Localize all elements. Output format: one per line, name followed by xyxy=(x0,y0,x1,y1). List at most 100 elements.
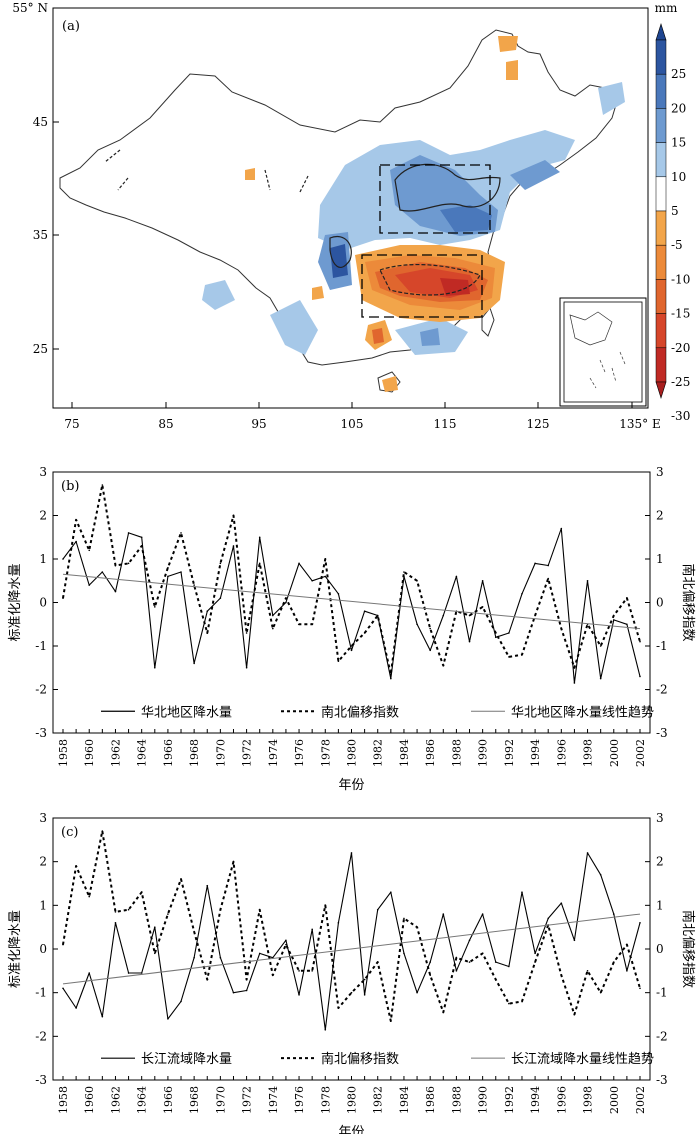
x-tick-label: 2002 xyxy=(634,739,647,767)
y-tick-label: -1 xyxy=(35,986,47,1000)
data-point xyxy=(481,913,484,915)
data-point xyxy=(481,952,484,955)
data-point xyxy=(311,928,313,931)
positive-anomaly-area xyxy=(598,82,625,115)
colorbar-segment xyxy=(655,73,667,109)
data-point xyxy=(573,682,576,684)
data-point xyxy=(232,514,235,517)
data-point xyxy=(442,664,445,667)
x-tick-label: 1982 xyxy=(372,739,385,767)
data-point xyxy=(232,991,235,994)
y2-tick-label: -3 xyxy=(656,1073,668,1087)
data-point xyxy=(206,978,209,981)
data-point xyxy=(455,956,458,959)
data-point xyxy=(468,614,471,617)
y-tick-label: 2 xyxy=(39,855,47,869)
data-point xyxy=(521,1000,523,1003)
data-point xyxy=(167,913,169,915)
x-tick-label: 1988 xyxy=(450,739,463,767)
data-point xyxy=(285,597,287,599)
data-point xyxy=(403,571,405,573)
lon-label: 75 xyxy=(64,417,79,431)
data-point xyxy=(219,956,222,959)
legend-label: 华北地区降水量线性趋势 xyxy=(511,704,654,720)
data-point xyxy=(285,943,287,946)
data-point xyxy=(140,972,143,974)
colorbar-label: 15 xyxy=(671,136,686,150)
data-point xyxy=(180,1000,182,1003)
y2-tick-label: 0 xyxy=(656,942,664,956)
data-point xyxy=(324,575,327,578)
data-point xyxy=(599,645,602,647)
data-point xyxy=(403,917,405,920)
inset-coastline xyxy=(569,311,613,346)
data-point xyxy=(219,597,222,599)
data-point xyxy=(167,1018,169,1020)
x-tick-label: 1988 xyxy=(450,1086,463,1114)
data-point xyxy=(639,675,641,678)
x-tick-label: 1994 xyxy=(529,1086,542,1114)
legend-label: 华北地区降水量 xyxy=(141,705,232,720)
data-point xyxy=(442,614,445,617)
data-point xyxy=(455,575,458,578)
x-tick-label: 1970 xyxy=(214,739,227,767)
data-point xyxy=(442,1011,445,1014)
y2-tick-label: 2 xyxy=(656,509,664,523)
data-point xyxy=(481,579,484,582)
data-point xyxy=(127,908,130,911)
data-point xyxy=(442,913,445,915)
data-point xyxy=(455,970,458,972)
data-point xyxy=(508,656,510,658)
negative-anomaly-area xyxy=(372,328,384,344)
data-point xyxy=(62,943,64,946)
inset-dashes xyxy=(589,351,626,389)
data-point xyxy=(298,623,300,626)
legend-label: 长江流域降水量 xyxy=(141,1052,232,1067)
data-point xyxy=(560,902,563,904)
y-tick-label: 0 xyxy=(39,942,47,956)
data-point xyxy=(429,974,431,976)
data-point xyxy=(153,666,156,669)
data-point xyxy=(140,545,143,547)
colorbar-segment xyxy=(655,347,667,383)
chart-panel-c: (c) -3 -3 -2 -2 -1 -1 0 0 1 1 2 2 3 3 1958 1960 1962 1964 1… xyxy=(8,811,696,1134)
data-point xyxy=(114,564,117,567)
data-point xyxy=(494,978,497,981)
y2-axis-title: 南北偏移指数 xyxy=(680,563,696,641)
data-point xyxy=(337,593,340,595)
colorbar-segment xyxy=(655,279,667,314)
data-point xyxy=(167,575,169,578)
colorbar-label: -25 xyxy=(671,375,690,389)
data-point xyxy=(101,1015,104,1018)
data-point xyxy=(429,627,431,630)
data-point xyxy=(429,649,431,652)
y2-tick-label: -2 xyxy=(656,683,668,697)
data-point xyxy=(324,1028,327,1031)
data-point xyxy=(586,970,589,972)
data-point xyxy=(612,614,615,617)
colorbar-bottom-arrow xyxy=(655,381,667,400)
data-point xyxy=(153,606,156,608)
data-point xyxy=(193,584,195,586)
x-tick-label: 1968 xyxy=(188,1086,201,1114)
colorbar-label: 10 xyxy=(671,170,686,184)
data-point xyxy=(534,952,536,955)
inset-inner-frame xyxy=(563,301,643,403)
lat-label: 25 xyxy=(33,342,48,356)
y2-tick-label: 3 xyxy=(656,465,664,479)
data-point xyxy=(626,623,628,626)
colorbar-segment xyxy=(655,176,667,212)
index-series-line xyxy=(62,484,641,676)
colorbar-label: -10 xyxy=(671,272,690,286)
x-tick-label: 1980 xyxy=(346,739,359,767)
data-point xyxy=(376,961,379,963)
china-outline xyxy=(59,29,619,366)
colorbar-label: 25 xyxy=(671,67,686,81)
data-point xyxy=(586,579,589,582)
data-point xyxy=(258,908,261,911)
data-point xyxy=(612,619,615,621)
data-point xyxy=(481,606,484,608)
legend-label: 南北偏移指数 xyxy=(321,1051,399,1067)
significance-contours xyxy=(104,149,501,296)
data-point xyxy=(101,830,104,832)
